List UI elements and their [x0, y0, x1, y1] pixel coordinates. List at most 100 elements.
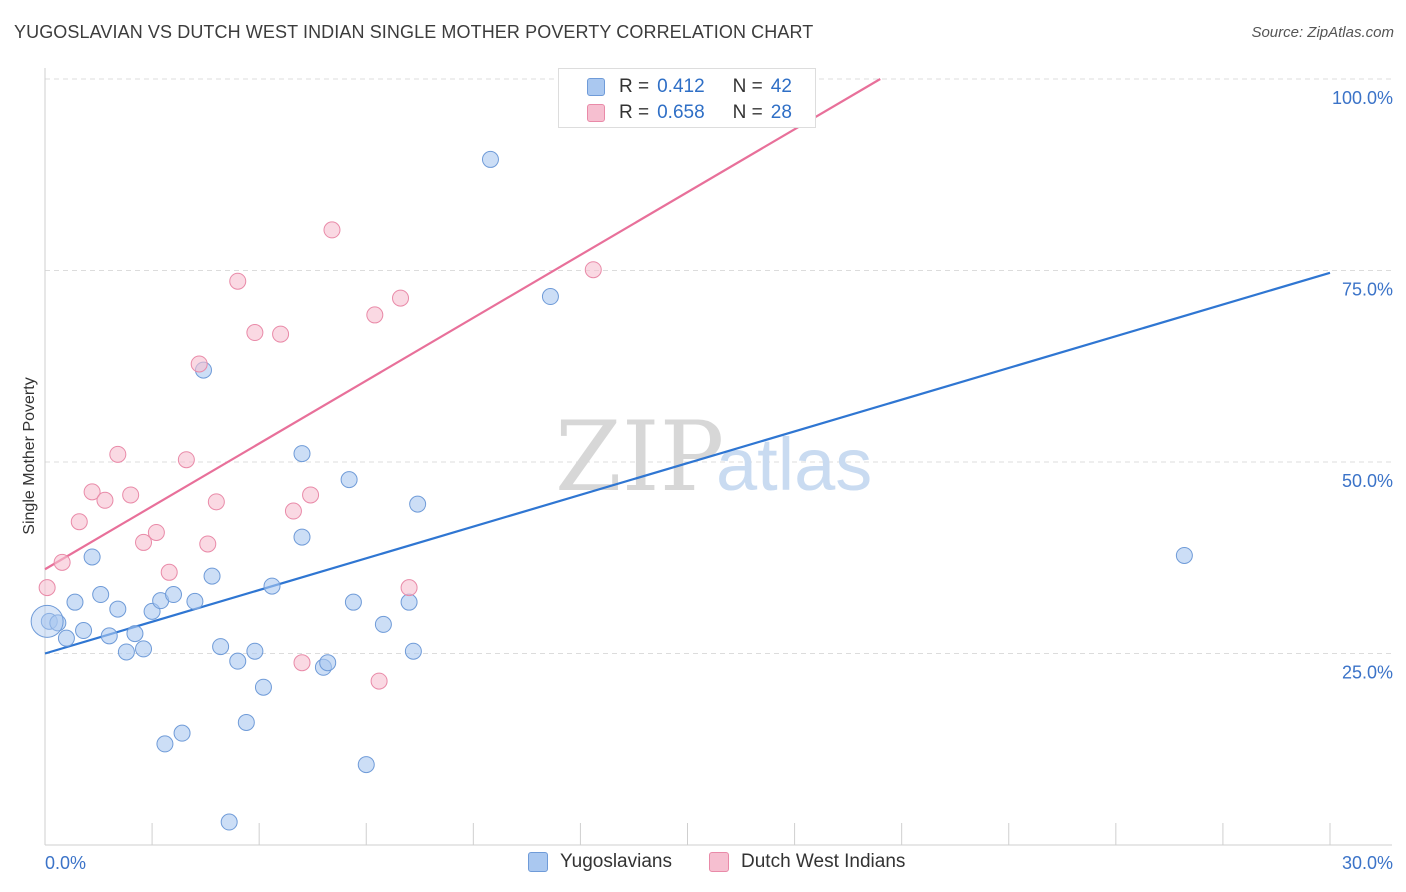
- y-axis-label: Single Mother Poverty: [21, 377, 38, 534]
- data-point-yugoslavians: [165, 586, 182, 604]
- data-point-dutch-west-indians: [293, 654, 311, 672]
- y-tick-label: 100.0%: [1332, 88, 1393, 108]
- data-point-dutch-west-indians: [207, 493, 225, 511]
- bottom-legend-dutch-west-indians: Dutch West Indians: [709, 851, 905, 873]
- data-point-dutch-west-indians: [122, 486, 140, 504]
- legend-r-label: R =: [619, 76, 650, 97]
- data-point-yugoslavians: [92, 586, 110, 604]
- data-point-dutch-west-indians: [366, 306, 384, 324]
- data-point-dutch-west-indians: [272, 325, 290, 343]
- data-point-yugoslavians: [220, 813, 238, 831]
- correlation-legend: R = 0.412 N = 42 R = 0.658 N = 28: [558, 68, 816, 128]
- legend-r-label: R =: [619, 102, 650, 123]
- data-point-yugoslavians: [263, 577, 281, 595]
- data-point-yugoslavians: [404, 642, 422, 660]
- data-point-dutch-west-indians: [284, 502, 302, 520]
- data-point-dutch-west-indians: [70, 513, 88, 531]
- watermark-atlas: atlas: [716, 423, 872, 506]
- data-point-dutch-west-indians: [370, 672, 388, 690]
- data-point-dutch-west-indians: [160, 563, 178, 581]
- data-point-yugoslavians: [319, 654, 337, 672]
- gridlines: [45, 78, 1392, 654]
- data-point-yugoslavians: [409, 495, 427, 513]
- data-point-yugoslavians: [481, 150, 499, 168]
- legend-r-value: 0.658: [657, 102, 705, 123]
- legend-swatch-dutch-west-indians: [587, 104, 605, 122]
- data-point-yugoslavians: [1175, 546, 1193, 564]
- data-point-yugoslavians: [293, 445, 311, 463]
- data-point-yugoslavians: [254, 678, 272, 696]
- data-point-dutch-west-indians: [302, 486, 320, 504]
- legend-n-value: 42: [770, 76, 792, 97]
- data-point-yugoslavians: [541, 288, 559, 306]
- x-tick-label-min: 0.0%: [45, 853, 86, 873]
- data-point-yugoslavians: [75, 622, 93, 640]
- bottom-legend-yugoslavians: Yugoslavians: [528, 851, 672, 873]
- trend-line-dutch-west-indians: [44, 78, 881, 571]
- source-label: Source: ZipAtlas.com: [1251, 24, 1394, 41]
- data-point-dutch-west-indians: [199, 535, 217, 553]
- data-point-dutch-west-indians: [177, 451, 195, 469]
- data-point-yugoslavians: [229, 652, 247, 670]
- legend-r-value: 0.412: [657, 76, 705, 97]
- y-tick-label: 25.0%: [1342, 663, 1393, 683]
- bottom-legend-label: Yugoslavians: [560, 851, 672, 872]
- data-point-yugoslavians: [173, 724, 191, 742]
- tick-labels: 25.0% 50.0% 75.0% 100.0% 0.0% 30.0%: [45, 88, 1393, 873]
- data-point-dutch-west-indians: [53, 553, 71, 571]
- data-point-dutch-west-indians: [96, 491, 114, 509]
- trend-lines: [44, 78, 1331, 655]
- legend-row-yugoslavians: R = 0.412 N = 42: [619, 75, 792, 99]
- data-point-yugoslavians: [374, 615, 392, 633]
- data-points: [30, 70, 1193, 831]
- data-point-dutch-west-indians: [584, 261, 602, 279]
- data-point-yugoslavians: [237, 713, 255, 731]
- x-tick-label-max: 30.0%: [1342, 853, 1393, 873]
- data-point-dutch-west-indians: [83, 483, 101, 501]
- bottom-legend-label: Dutch West Indians: [741, 851, 906, 872]
- data-point-yugoslavians: [212, 638, 230, 656]
- legend-n-label: N =: [732, 102, 763, 123]
- data-point-dutch-west-indians: [147, 523, 165, 541]
- data-point-dutch-west-indians: [323, 221, 341, 239]
- data-point-yugoslavians: [344, 593, 362, 611]
- data-point-yugoslavians: [135, 640, 153, 658]
- watermark-zip: ZIP: [555, 401, 724, 513]
- data-point-yugoslavians: [83, 548, 101, 566]
- data-point-dutch-west-indians: [246, 324, 264, 342]
- data-point-dutch-west-indians: [392, 289, 410, 307]
- data-point-yugoslavians: [117, 643, 135, 661]
- data-point-yugoslavians: [357, 756, 375, 774]
- data-point-dutch-west-indians: [38, 579, 56, 597]
- legend-n-label: N =: [732, 76, 763, 97]
- watermark: ZIP atlas: [555, 401, 872, 513]
- legend-swatch-yugoslavians: [587, 78, 605, 96]
- data-point-yugoslavians: [203, 567, 221, 585]
- axes: [44, 68, 1392, 846]
- data-point-dutch-west-indians: [400, 579, 418, 597]
- data-point-yugoslavians: [109, 600, 127, 618]
- bottom-legend-swatch-blue: [528, 852, 548, 872]
- data-point-dutch-west-indians: [109, 445, 127, 463]
- data-point-dutch-west-indians: [135, 533, 153, 551]
- data-point-yugoslavians: [400, 593, 418, 611]
- legend-n-value: 28: [770, 102, 792, 123]
- trend-line-yugoslavians: [44, 271, 1331, 655]
- chart-title: YUGOSLAVIAN VS DUTCH WEST INDIAN SINGLE …: [14, 22, 814, 42]
- data-point-yugoslavians: [293, 528, 311, 546]
- data-point-yugoslavians: [340, 471, 358, 489]
- y-tick-label: 50.0%: [1342, 471, 1393, 491]
- y-tick-label: 75.0%: [1342, 280, 1393, 300]
- bottom-legend-swatch-pink: [709, 852, 729, 872]
- data-point-yugoslavians: [100, 627, 118, 645]
- data-point-yugoslavians: [66, 593, 84, 611]
- data-point-yugoslavians: [246, 642, 264, 660]
- data-point-dutch-west-indians: [190, 355, 208, 373]
- legend-row-dutch-west-indians: R = 0.658 N = 28: [619, 101, 792, 125]
- data-point-dutch-west-indians: [229, 272, 247, 290]
- data-point-yugoslavians: [57, 629, 75, 647]
- data-point-yugoslavians-large: [30, 604, 64, 638]
- data-point-yugoslavians: [186, 592, 204, 610]
- data-point-yugoslavians: [156, 735, 174, 753]
